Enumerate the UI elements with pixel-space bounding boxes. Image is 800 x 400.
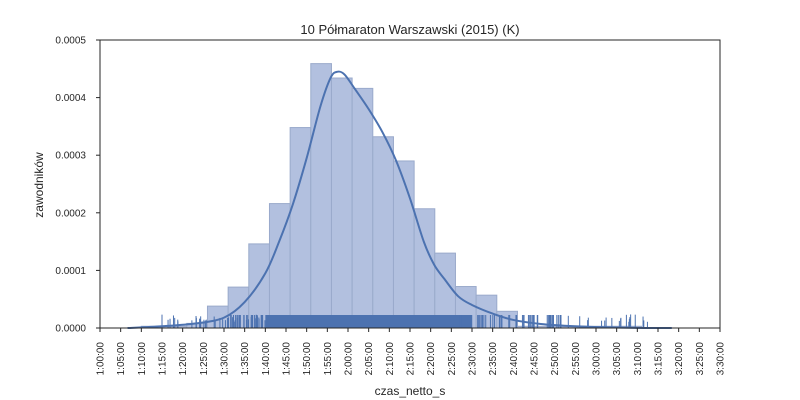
x-tick-label: 1:20:00 (178, 342, 189, 376)
x-tick-label: 3:25:00 (695, 342, 706, 376)
x-tick-label: 2:25:00 (447, 342, 458, 376)
y-axis-label: zawodników (32, 152, 46, 218)
y-tick-label: 0.0005 (55, 36, 86, 47)
histogram-bar (372, 136, 394, 329)
rug-dense-band (265, 315, 472, 328)
x-tick-label: 3:30:00 (716, 342, 727, 376)
x-tick-label: 2:35:00 (488, 342, 499, 376)
histogram-bar (413, 208, 436, 329)
histogram-bars (140, 63, 642, 329)
y-tick-label: 0.0001 (55, 266, 86, 277)
x-tick-label: 2:40:00 (509, 342, 520, 376)
x-tick-label: 2:05:00 (364, 342, 375, 376)
x-tick-label: 3:05:00 (612, 342, 623, 376)
x-tick-label: 2:55:00 (571, 342, 582, 376)
y-axis-ticks: 0.0000 0.0001 0.0002 0.0003 0.0004 0.0005 (55, 36, 100, 335)
chart-title: 10 Półmaraton Warszawski (2015) (K) (300, 22, 519, 37)
x-tick-label: 1:50:00 (302, 342, 313, 376)
x-tick-label: 2:30:00 (468, 342, 479, 376)
x-tick-label: 1:05:00 (116, 342, 127, 376)
x-tick-label: 3:10:00 (633, 342, 644, 376)
x-tick-label: 3:00:00 (592, 342, 603, 376)
x-tick-label: 1:10:00 (137, 342, 148, 376)
x-tick-label: 2:45:00 (530, 342, 541, 376)
x-tick-label: 2:10:00 (385, 342, 396, 376)
x-tick-label: 2:50:00 (550, 342, 561, 376)
x-tick-label: 3:15:00 (654, 342, 665, 376)
x-tick-label: 1:30:00 (220, 342, 231, 376)
x-tick-label: 2:00:00 (344, 342, 355, 376)
x-axis-ticks: 1:00:00 1:05:00 1:10:00 1:15:00 1:20:00 1:25:… (96, 328, 727, 375)
y-tick-label: 0.0000 (55, 324, 86, 335)
x-tick-label: 1:25:00 (199, 342, 210, 376)
x-axis-label: czas_netto_s (375, 384, 446, 398)
x-tick-label: 1:15:00 (158, 342, 169, 376)
x-tick-label: 2:15:00 (406, 342, 417, 376)
y-tick-label: 0.0004 (55, 93, 86, 104)
histogram-bar (351, 87, 374, 329)
x-tick-label: 1:00:00 (96, 342, 107, 376)
x-tick-label: 1:35:00 (240, 342, 251, 376)
x-tick-label: 2:20:00 (426, 342, 437, 376)
kde-line (127, 70, 672, 330)
y-tick-label: 0.0002 (55, 208, 86, 219)
x-tick-label: 1:45:00 (282, 342, 293, 376)
histogram-bar (330, 77, 353, 329)
x-tick-label: 3:20:00 (674, 342, 685, 376)
x-tick-label: 1:40:00 (261, 342, 272, 376)
histogram-bar (392, 160, 415, 329)
x-tick-label: 1:55:00 (323, 342, 334, 376)
y-tick-label: 0.0003 (55, 151, 86, 162)
